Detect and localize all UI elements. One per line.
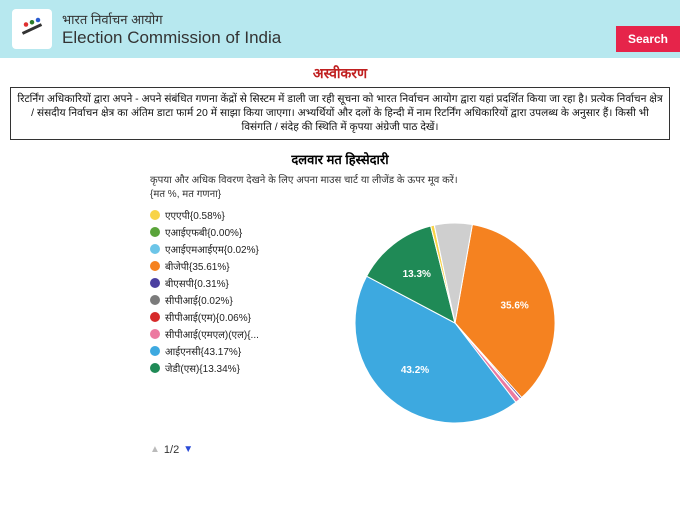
legend-swatch <box>150 244 160 254</box>
eci-logo <box>12 9 52 49</box>
pager-position: 1/2 <box>164 444 179 456</box>
legend-swatch <box>150 329 160 339</box>
legend-label: एएएपी{0.58%} <box>165 208 225 222</box>
legend-label: बीएसपी{0.31%} <box>165 276 229 290</box>
disclaimer-heading: अस्वीकरण <box>0 58 680 87</box>
legend-label: आईएनसी{43.17%} <box>165 344 241 358</box>
chart-sub-instructions: {मत %, मत गणना} <box>150 186 680 200</box>
legend-pager: ▲ 1/2 ▼ <box>150 444 680 456</box>
legend-swatch <box>150 261 160 271</box>
legend-label: सीपीआई(एम){0.06%} <box>165 310 251 324</box>
legend-swatch <box>150 312 160 322</box>
legend-item[interactable]: बीएसपी{0.31%} <box>150 276 310 290</box>
header-title-english: Election Commission of India <box>62 28 281 48</box>
legend-swatch <box>150 363 160 373</box>
header-bar: भारत निर्वाचन आयोग Election Commission o… <box>0 0 680 58</box>
legend-item[interactable]: जेडी(एस){13.34%} <box>150 361 310 375</box>
legend-swatch <box>150 295 160 305</box>
legend-label: जेडी(एस){13.34%} <box>165 361 240 375</box>
legend-label: एआईएफबी{0.00%} <box>165 225 242 239</box>
disclaimer-body: रिटर्निंग अधिकारियों द्वारा अपने - अपने … <box>10 87 670 140</box>
legend-item[interactable]: सीपीआई(एमएल)(एल){... <box>150 327 310 341</box>
legend-label: सीपीआई{0.02%} <box>165 293 233 307</box>
pie-chart[interactable]: 35.6% 43.2% 13.3% <box>340 208 570 438</box>
header-titles: भारत निर्वाचन आयोग Election Commission o… <box>62 10 281 48</box>
legend-swatch <box>150 346 160 356</box>
pie-slice-label: 43.2% <box>401 365 429 376</box>
chart-area: एएएपी{0.58%} एआईएफबी{0.00%} एआईएमआईएम{0.02… <box>0 204 680 438</box>
chart-instructions: कृपया और अधिक विवरण देखने के लिए अपना मा… <box>150 172 680 186</box>
pager-next-icon[interactable]: ▼ <box>183 444 193 455</box>
legend-swatch <box>150 278 160 288</box>
legend: एएएपी{0.58%} एआईएफबी{0.00%} एआईएमआईएम{0.02… <box>150 208 310 378</box>
legend-item[interactable]: बीजेपी{35.61%} <box>150 259 310 273</box>
legend-swatch <box>150 227 160 237</box>
header-title-hindi: भारत निर्वाचन आयोग <box>62 10 281 28</box>
legend-swatch <box>150 210 160 220</box>
legend-label: एआईएमआईएम{0.02%} <box>165 242 259 256</box>
legend-label: बीजेपी{35.61%} <box>165 259 230 273</box>
pie-slice-label: 13.3% <box>403 268 431 279</box>
legend-item[interactable]: सीपीआई{0.02%} <box>150 293 310 307</box>
pie-slice-label: 35.6% <box>500 300 528 311</box>
legend-item[interactable]: एएएपी{0.58%} <box>150 208 310 222</box>
legend-item[interactable]: एआईएमआईएम{0.02%} <box>150 242 310 256</box>
pager-prev-icon[interactable]: ▲ <box>150 444 160 455</box>
legend-label: सीपीआई(एमएल)(एल){... <box>165 327 259 341</box>
chart-title: दलवार मत हिस्सेदारी <box>0 150 680 168</box>
search-button[interactable]: Search <box>616 26 680 52</box>
legend-item[interactable]: सीपीआई(एम){0.06%} <box>150 310 310 324</box>
legend-item[interactable]: एआईएफबी{0.00%} <box>150 225 310 239</box>
legend-item[interactable]: आईएनसी{43.17%} <box>150 344 310 358</box>
